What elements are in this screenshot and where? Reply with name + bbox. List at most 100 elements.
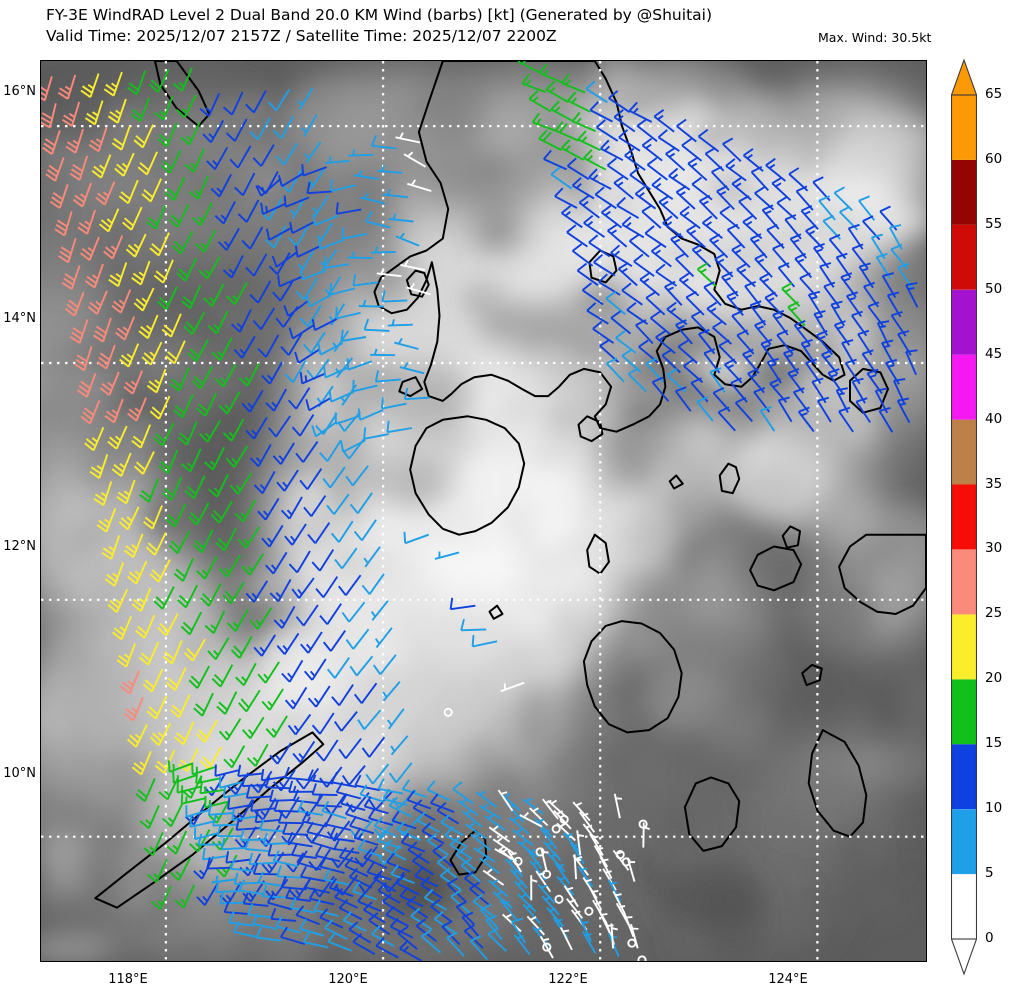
wind-barb (508, 816, 530, 835)
wind-barb (215, 527, 237, 552)
wind-barb (525, 847, 543, 870)
wind-barb (344, 803, 370, 823)
wind-barb (174, 884, 195, 909)
wind-barb (188, 665, 210, 689)
wind-barb (646, 157, 668, 181)
wind-barb (244, 837, 271, 853)
colorbar-svg (951, 58, 977, 976)
wind-barb (176, 584, 199, 609)
wind-barb (626, 857, 636, 882)
wind-barb (434, 551, 460, 560)
wind-barb (214, 364, 237, 388)
wind-barb (311, 421, 337, 438)
wind-barb (276, 865, 303, 879)
wind-barb (326, 493, 350, 515)
wind-barb (403, 531, 430, 545)
wind-barb (452, 781, 474, 805)
wind-barb (266, 892, 293, 911)
wind-barb (77, 373, 97, 398)
wind-barb (370, 600, 389, 621)
wind-barb (363, 848, 388, 869)
wind-barb (340, 793, 366, 812)
wind-barb (88, 127, 108, 153)
wind-barb (42, 130, 61, 155)
wind-barb (227, 797, 253, 811)
wind-barb (530, 875, 538, 901)
wind-barb (651, 243, 672, 268)
wind-barb (207, 637, 230, 660)
colorbar-band (951, 679, 977, 745)
wind-barb (513, 856, 523, 866)
wind-barb (391, 810, 417, 830)
wind-barb (319, 856, 345, 874)
wind-barb (149, 395, 171, 420)
wind-barb (323, 256, 350, 269)
wind-barb (635, 319, 654, 345)
wind-barb (540, 828, 558, 850)
wind-barb (139, 805, 160, 830)
wind-barb (210, 173, 232, 198)
wind-barb (538, 129, 562, 151)
wind-barb (284, 523, 307, 546)
wind-barb (556, 822, 576, 842)
wind-barb (621, 282, 643, 306)
wind-barb (204, 610, 226, 634)
wind-barb (349, 492, 373, 514)
wind-barb (414, 866, 439, 888)
wind-barb (511, 917, 527, 944)
wind-barb (446, 931, 465, 957)
wind-barb (394, 337, 419, 350)
wind-barb (634, 186, 657, 210)
wind-barb (173, 394, 194, 419)
wind-barb (305, 397, 332, 412)
wind-barb (517, 61, 541, 74)
wind-barb (651, 177, 674, 200)
wind-barb (698, 194, 718, 220)
colorbar-band (951, 419, 977, 485)
wind-barb (252, 862, 279, 876)
colorbar-band (951, 744, 977, 810)
wind-barb (589, 101, 613, 123)
wind-barb (624, 147, 646, 171)
wind-barb (373, 816, 398, 838)
wind-barb (576, 262, 599, 286)
wind-barb (359, 192, 385, 205)
wind-barb (180, 611, 203, 636)
wind-barb (606, 157, 629, 181)
wind-barb (304, 141, 322, 163)
wind-barb (395, 132, 421, 144)
wind-barb (484, 814, 506, 832)
wind-barb (546, 906, 565, 928)
wind-barb (334, 412, 361, 425)
wind-barb (330, 179, 356, 192)
wind-barb (225, 118, 248, 142)
wind-barb (235, 662, 257, 686)
wind-barb (354, 169, 380, 181)
wind-barb (465, 822, 487, 840)
wind-barb (139, 478, 159, 503)
wind-barb (280, 496, 303, 520)
wind-barb (84, 263, 104, 289)
wind-barb (226, 608, 249, 632)
wind-barb (534, 818, 553, 838)
wind-barb (288, 223, 310, 247)
wind-barb (230, 635, 253, 659)
wind-barb (255, 178, 281, 197)
wind-barb (211, 875, 237, 884)
wind-barb (277, 172, 304, 188)
wind-barb (578, 195, 600, 219)
wind-barb (196, 392, 218, 417)
wind-barb (395, 232, 420, 247)
wind-barb (99, 371, 120, 396)
wind-barb (249, 443, 272, 467)
wind-barb (289, 220, 315, 235)
wind-barb (325, 814, 351, 831)
wind-barb (400, 832, 426, 853)
wind-barb (610, 923, 619, 949)
wind-barb (522, 903, 541, 924)
wind-barb (123, 370, 144, 395)
wind-barb (370, 348, 396, 357)
wind-barb (385, 905, 410, 927)
wind-barb (335, 306, 361, 320)
wind-barb (153, 586, 175, 610)
